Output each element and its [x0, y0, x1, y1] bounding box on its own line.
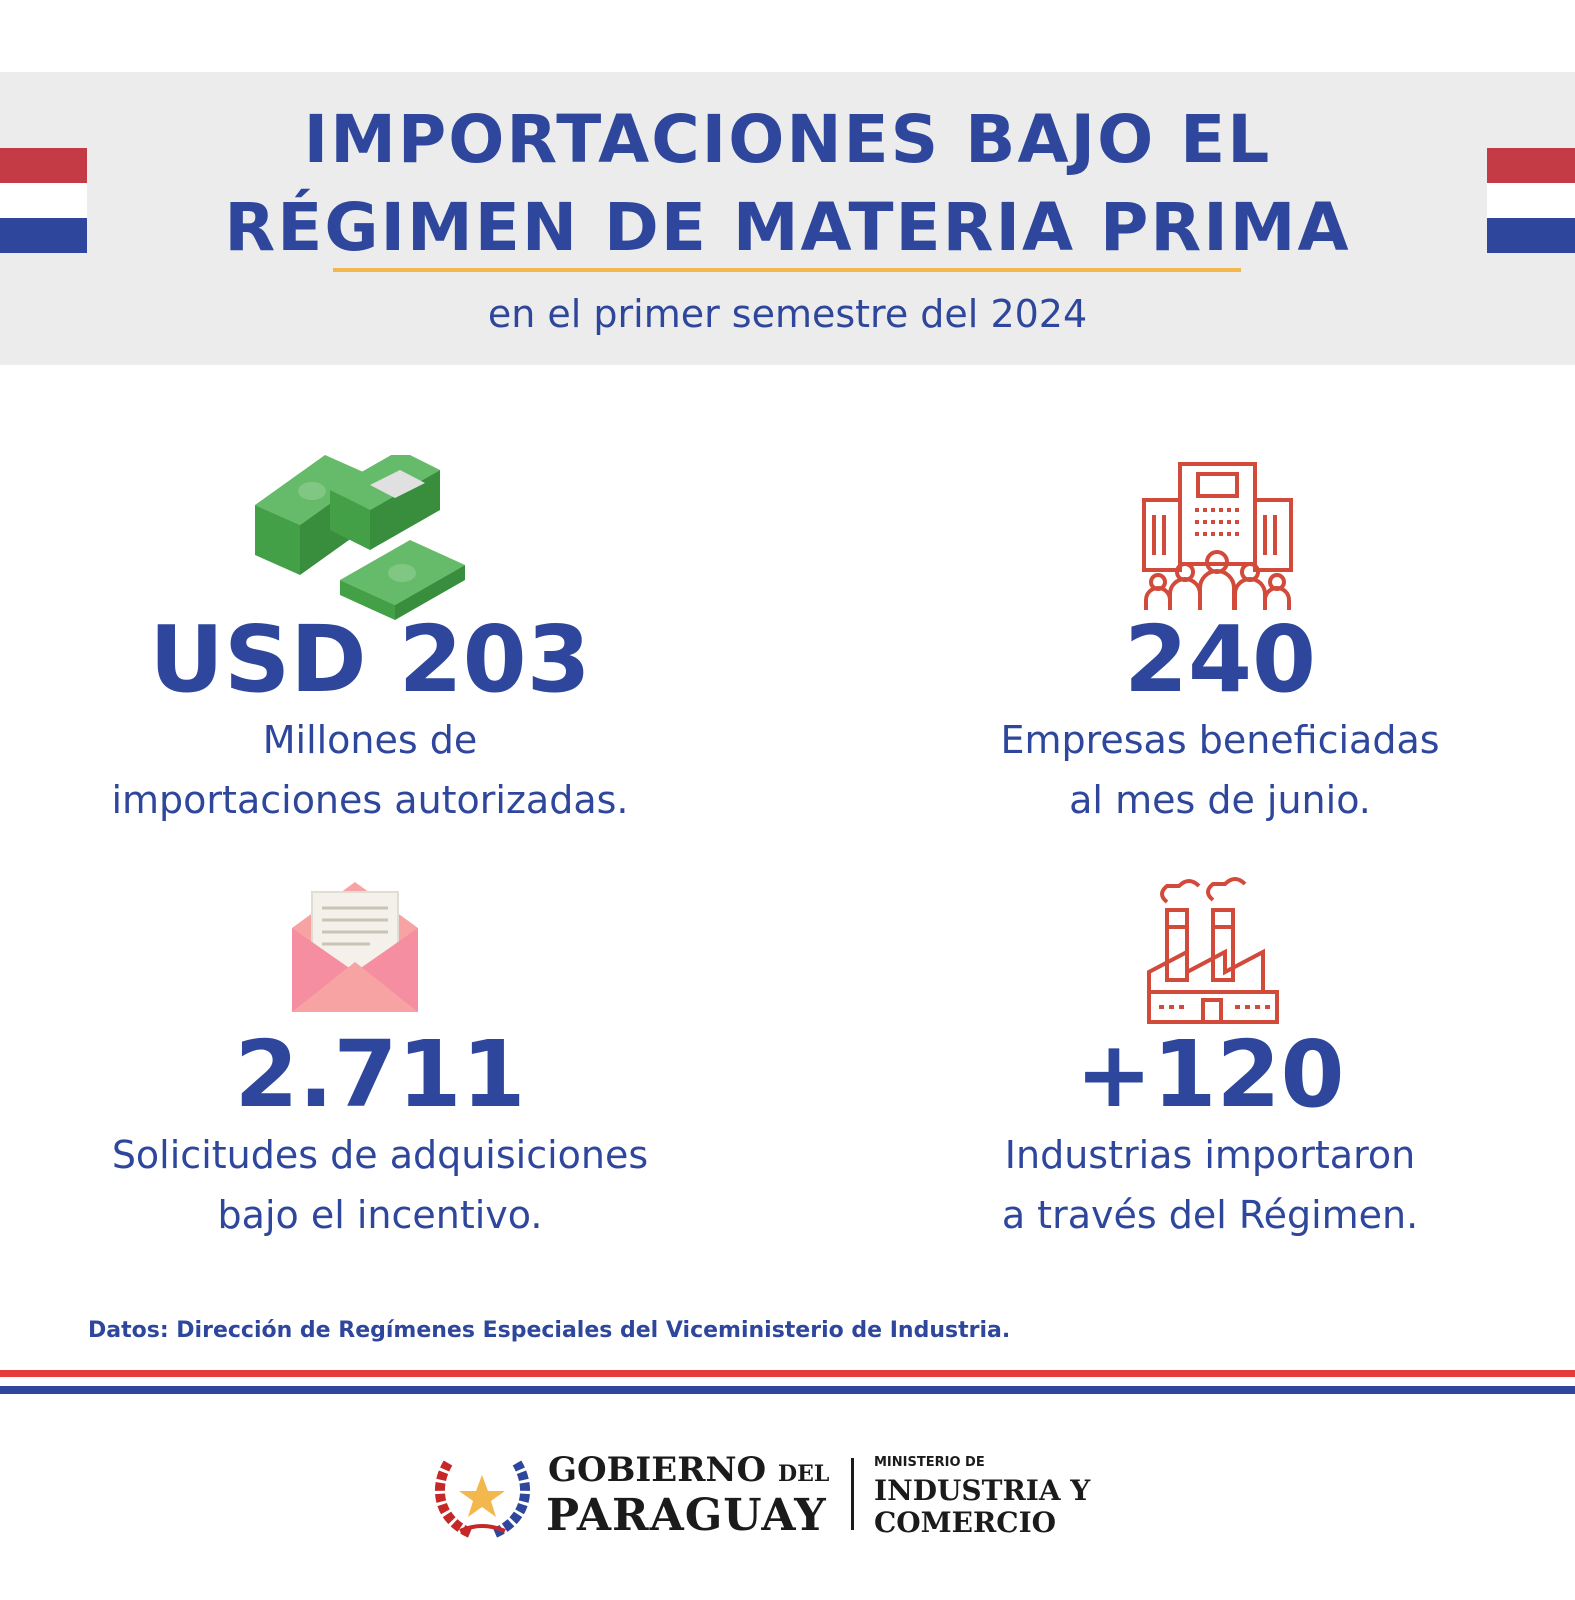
- page-subtitle: en el primer semestre del 2024: [487, 292, 1088, 336]
- government-seal-logo: [435, 1460, 530, 1538]
- stat-description-line2: bajo el incentivo.: [217, 1193, 543, 1237]
- footer-blue-rule: [0, 1386, 1575, 1394]
- ministerio-name-line1: INDUSTRIA Y: [874, 1474, 1091, 1507]
- stat-description-line1: Empresas beneficiadas: [1000, 718, 1440, 762]
- data-source-note: Datos: Dirección de Regímenes Especiales…: [88, 1318, 1011, 1343]
- logo-divider: [851, 1458, 854, 1530]
- stat-value: 240: [1123, 606, 1317, 713]
- stat-value: USD 203: [149, 606, 591, 713]
- stat-industries: +120 Industrias importaron a través del …: [890, 1025, 1530, 1245]
- stat-description-line2: al mes de junio.: [1069, 778, 1371, 822]
- header-band: [0, 72, 1575, 365]
- title-underline: [333, 268, 1241, 272]
- page-title-line1: IMPORTACIONES BAJO EL: [303, 101, 1272, 178]
- money-stack-icon: [255, 455, 465, 620]
- stat-description-line1: Solicitudes de adquisiciones: [111, 1133, 649, 1177]
- stat-companies: 240 Empresas beneficiadas al mes de juni…: [900, 610, 1540, 830]
- stat-description-line1: Millones de: [262, 718, 478, 762]
- paraguay-flag-stripes-left: [0, 148, 87, 253]
- gobierno-text: GOBIERNO DEL: [548, 1450, 830, 1490]
- stat-description-line1: Industrias importaron: [1004, 1133, 1416, 1177]
- envelope-letter-icon: [292, 882, 418, 1012]
- stat-description-line2: a través del Régimen.: [1001, 1193, 1419, 1237]
- paraguay-text: PARAGUAY: [546, 1490, 827, 1541]
- page-title-line2: RÉGIMEN DE MATERIA PRIMA: [224, 189, 1351, 266]
- stat-value: 2.711: [234, 1021, 526, 1128]
- ministerio-label: MINISTERIO DE: [874, 1455, 985, 1470]
- footer-red-rule: [0, 1370, 1575, 1377]
- stat-value: +120: [1075, 1021, 1345, 1128]
- stat-imports-value: USD 203 Millones de importaciones autori…: [40, 610, 700, 830]
- ministerio-name-line2: COMERCIO: [874, 1506, 1057, 1539]
- factory-icon: [1147, 877, 1279, 1024]
- company-building-icon: [1142, 462, 1293, 610]
- paraguay-flag-stripes-right: [1487, 148, 1575, 253]
- stat-requests: 2.711 Solicitudes de adquisiciones bajo …: [40, 1025, 720, 1245]
- stat-description-line2: importaciones autorizadas.: [111, 778, 629, 822]
